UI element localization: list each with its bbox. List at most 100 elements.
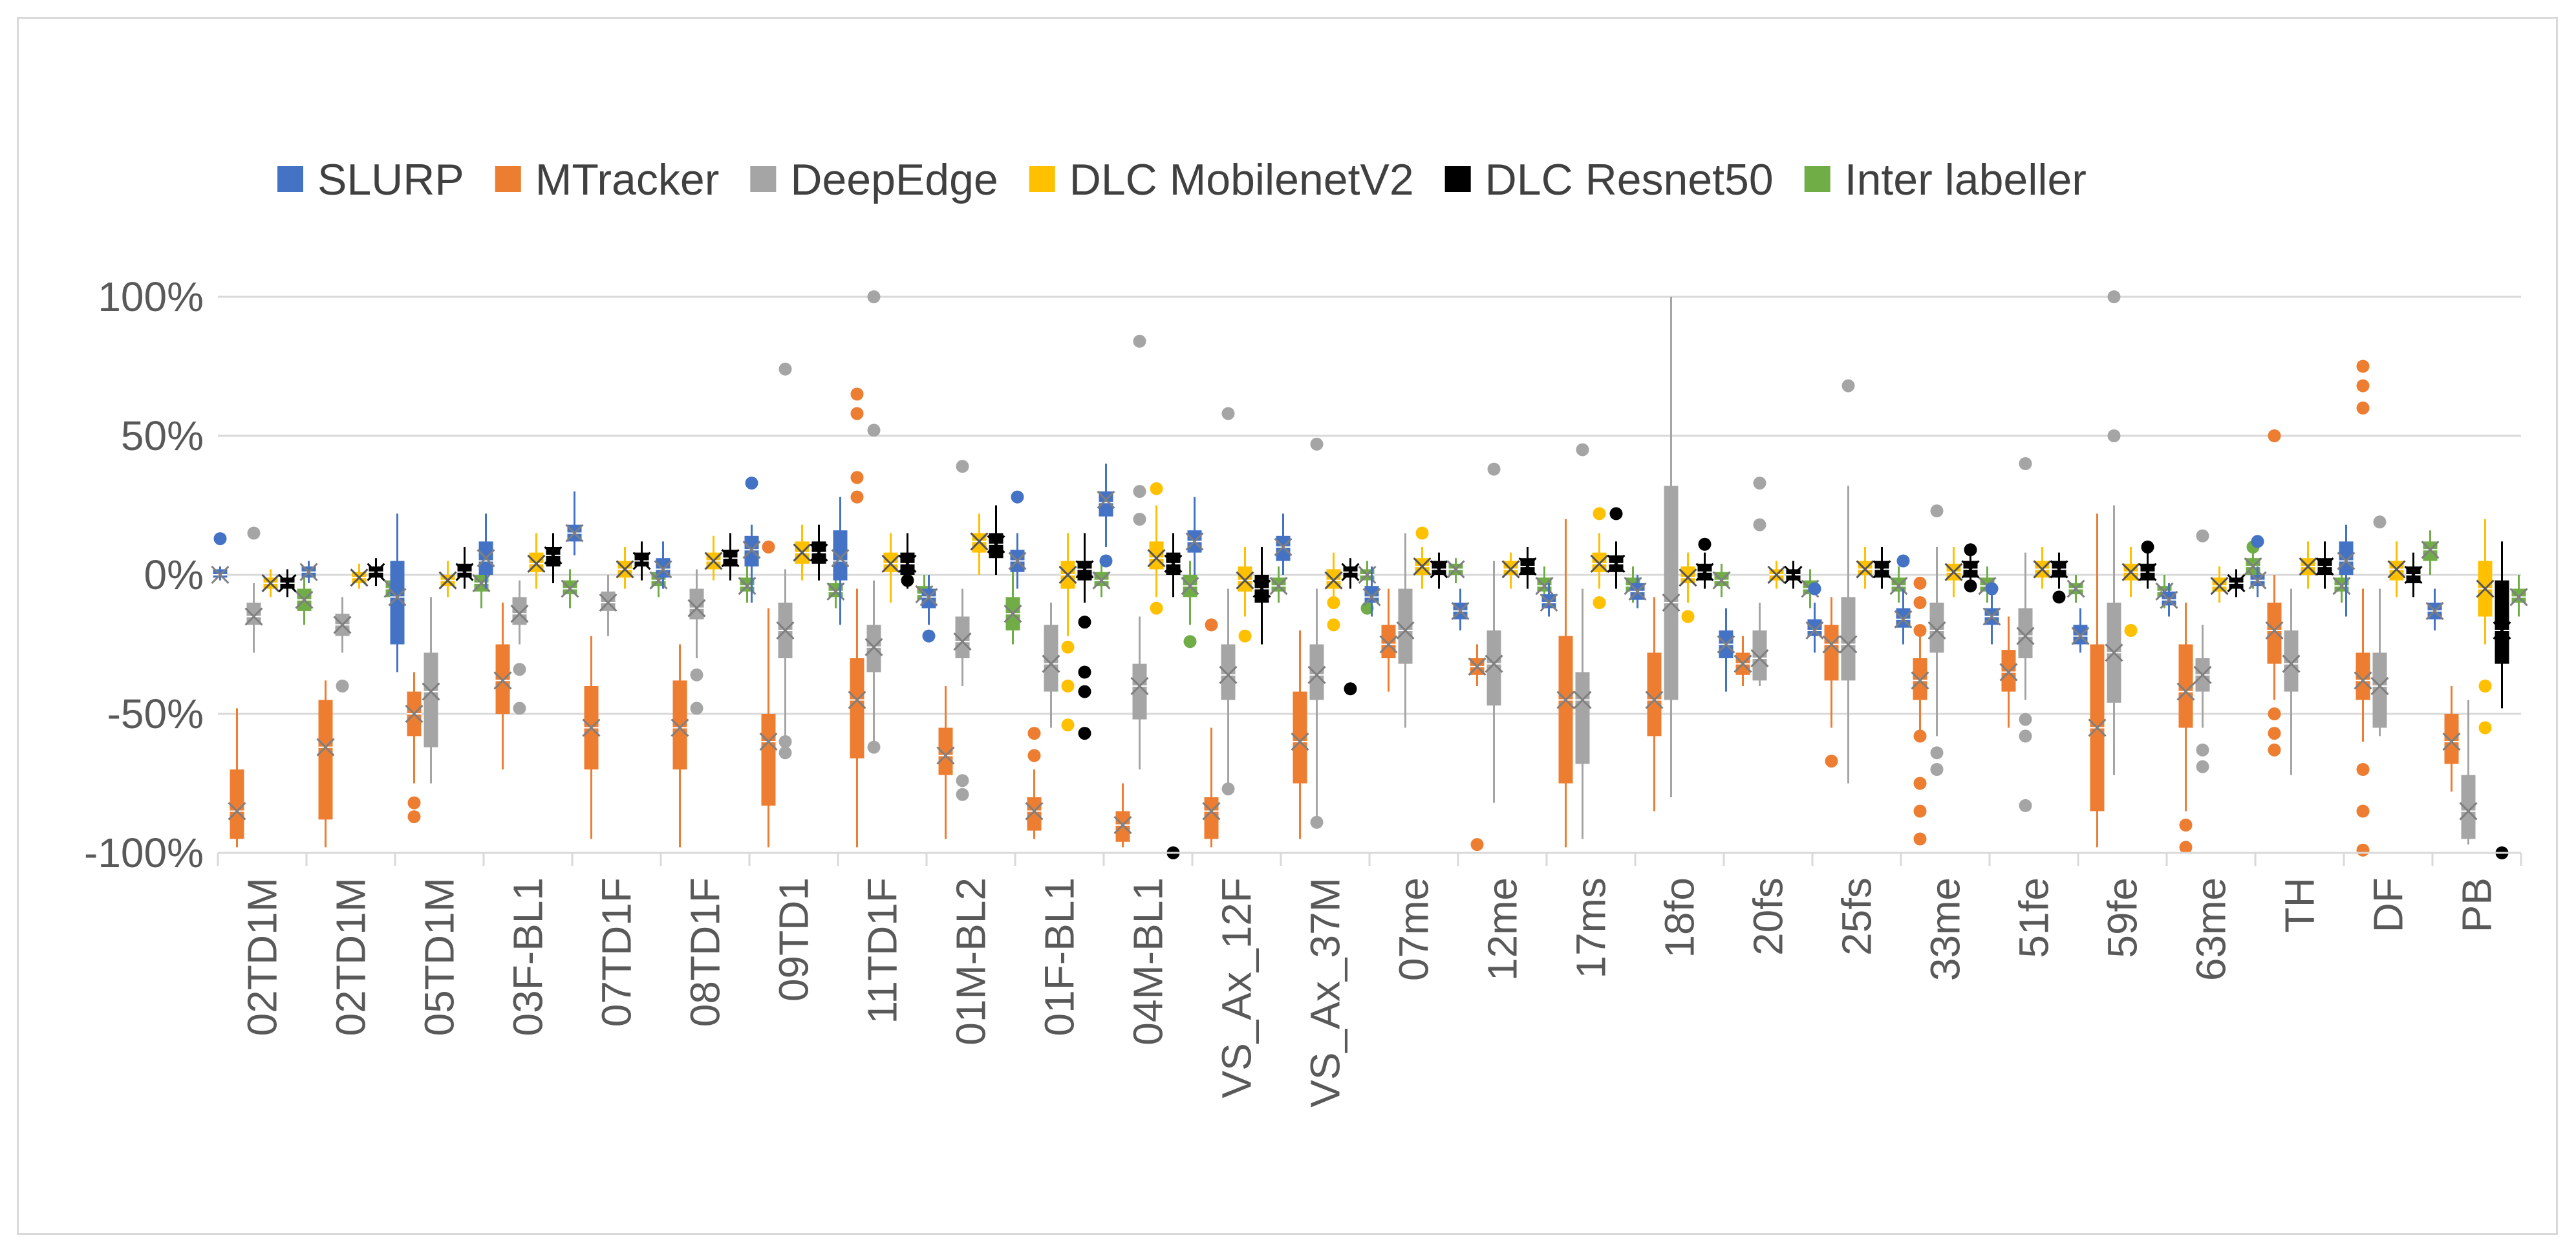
box-dlc-resnet50 xyxy=(1607,507,1626,589)
legend-item[interactable]: MTracker xyxy=(495,155,720,204)
mean-marker xyxy=(228,802,246,821)
outlier-point xyxy=(1011,490,1024,504)
legend-item[interactable]: SLURP xyxy=(277,155,464,204)
outlier-point xyxy=(1470,838,1484,852)
outlier-point xyxy=(1078,665,1091,679)
box xyxy=(2495,580,2509,664)
legend-swatch xyxy=(1029,166,1055,192)
mean-marker xyxy=(738,577,757,596)
box-dlc-resnet50 xyxy=(2138,541,2157,589)
box-mtracker xyxy=(1025,727,1044,839)
box-deepedge xyxy=(776,362,795,760)
box-slurp xyxy=(1540,583,1558,617)
x-tick-label: 02TD1M xyxy=(239,877,286,1036)
box-dlc-resnet50 xyxy=(278,569,297,597)
box-slurp xyxy=(1008,490,1027,589)
box-inter-labeller xyxy=(1269,566,1288,603)
mean-marker xyxy=(2299,557,2317,576)
mean-marker xyxy=(919,588,938,607)
box xyxy=(2018,608,2033,658)
outlier-point xyxy=(1133,485,1146,498)
box xyxy=(1913,658,1927,700)
x-tick-label: 01M-BL2 xyxy=(948,877,994,1046)
mean-marker xyxy=(1944,563,1963,581)
mean-marker xyxy=(2459,802,2478,821)
box-inter-labeller xyxy=(2509,575,2528,617)
outlier-point xyxy=(1344,682,1357,696)
box xyxy=(1558,636,1573,784)
box-deepedge xyxy=(510,580,529,715)
box-inter-labeller xyxy=(295,577,314,625)
mean-marker xyxy=(1805,621,1824,640)
outlier-point xyxy=(690,702,703,715)
box-dlc-mobilenetv2 xyxy=(616,547,634,589)
box-dlc-resnet50 xyxy=(987,505,1005,575)
box-mtracker xyxy=(1911,576,1929,846)
outlier-point xyxy=(1576,443,1589,457)
mean-marker xyxy=(1468,657,1487,676)
box-slurp xyxy=(1097,464,1115,568)
outlier-point xyxy=(213,532,227,546)
box-dlc-resnet50 xyxy=(721,533,740,581)
outlier-point xyxy=(1327,618,1340,632)
box-deepedge xyxy=(333,597,352,693)
box xyxy=(989,533,1004,559)
box xyxy=(1027,797,1042,831)
outlier-point xyxy=(850,407,864,420)
outlier-point xyxy=(1593,507,1606,521)
box-inter-labeller xyxy=(1092,563,1111,597)
legend-label: Inter labeller xyxy=(1845,155,2087,204)
mean-marker xyxy=(1008,552,1027,570)
box xyxy=(1132,663,1147,720)
x-tick-label: 03F-BL1 xyxy=(505,877,552,1036)
box xyxy=(1238,566,1252,592)
outlier-point xyxy=(1913,576,1927,590)
box-dlc-resnet50 xyxy=(898,533,917,589)
box xyxy=(850,658,864,758)
mean-marker xyxy=(2425,601,2444,620)
box-dlc-mobilenetv2 xyxy=(2210,566,2229,603)
box-slurp xyxy=(1451,588,1470,630)
x-axis: 02TD1M 02TD1M 05TD1M 03F-BL1 07TD1F 08TD1F 09T… xyxy=(217,852,2522,1108)
mean-marker xyxy=(1662,593,1680,612)
box-dlc-resnet50 xyxy=(2493,541,2511,859)
mean-marker xyxy=(1042,654,1060,673)
outlier-point xyxy=(778,362,792,376)
mean-marker xyxy=(1750,649,1769,668)
mean-marker xyxy=(1889,577,1908,596)
mean-marker xyxy=(1873,560,1891,579)
mean-marker xyxy=(881,554,900,573)
legend-item[interactable]: Inter labeller xyxy=(1804,155,2087,204)
box-slurp xyxy=(211,532,230,585)
legend-item[interactable]: DeepEdge xyxy=(750,155,998,204)
outlier-point xyxy=(1027,749,1041,762)
mean-marker xyxy=(1717,635,1735,654)
mean-marker xyxy=(1341,563,1360,581)
box-dlc-resnet50 xyxy=(1164,533,1183,859)
mean-marker xyxy=(1839,635,1858,654)
mean-marker xyxy=(687,599,706,618)
x-tick-label: VS_Ax_12F xyxy=(1214,877,1260,1099)
outlier-point xyxy=(1825,755,1838,768)
box-inter-labeller xyxy=(1446,558,1465,583)
x-tick-label: 12me xyxy=(1479,877,1526,981)
outlier-point xyxy=(2052,590,2066,604)
legend-item[interactable]: DLC Resnet50 xyxy=(1444,155,1774,204)
mean-marker xyxy=(2071,627,2090,645)
legend-item[interactable]: DLC MobilenetV2 xyxy=(1029,155,1414,204)
mean-marker xyxy=(599,593,617,612)
box-dlc-mobilenetv2 xyxy=(970,513,989,575)
mean-marker xyxy=(2509,588,2528,607)
box-dlc-mobilenetv2 xyxy=(2033,547,2052,589)
outlier-point xyxy=(956,788,969,801)
outlier-point xyxy=(778,746,792,760)
box xyxy=(2339,541,2354,575)
outlier-point xyxy=(1913,832,1927,846)
box-mtracker xyxy=(2088,513,2107,848)
outlier-point xyxy=(407,796,421,810)
outlier-point xyxy=(2124,624,2138,637)
outlier-point xyxy=(1913,624,1927,637)
outlier-point xyxy=(2179,819,2193,832)
box-slurp xyxy=(2071,608,2090,653)
outlier-point xyxy=(1753,518,1766,532)
